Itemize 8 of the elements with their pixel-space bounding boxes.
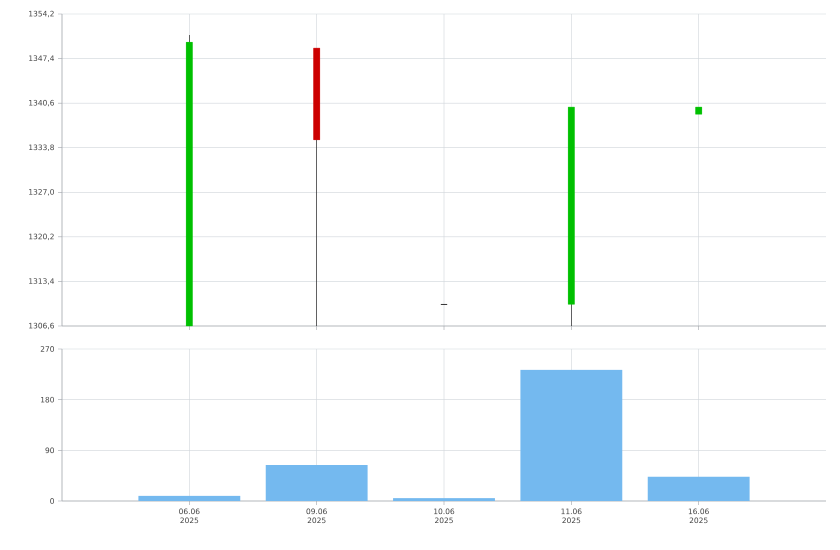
bar: [520, 370, 622, 501]
candlestick: [568, 106, 575, 326]
bar: [393, 498, 495, 501]
bar: [266, 464, 368, 501]
bar: [648, 476, 750, 501]
candlestick: [313, 48, 320, 326]
bar: [138, 496, 240, 501]
candlestick: [695, 106, 702, 114]
